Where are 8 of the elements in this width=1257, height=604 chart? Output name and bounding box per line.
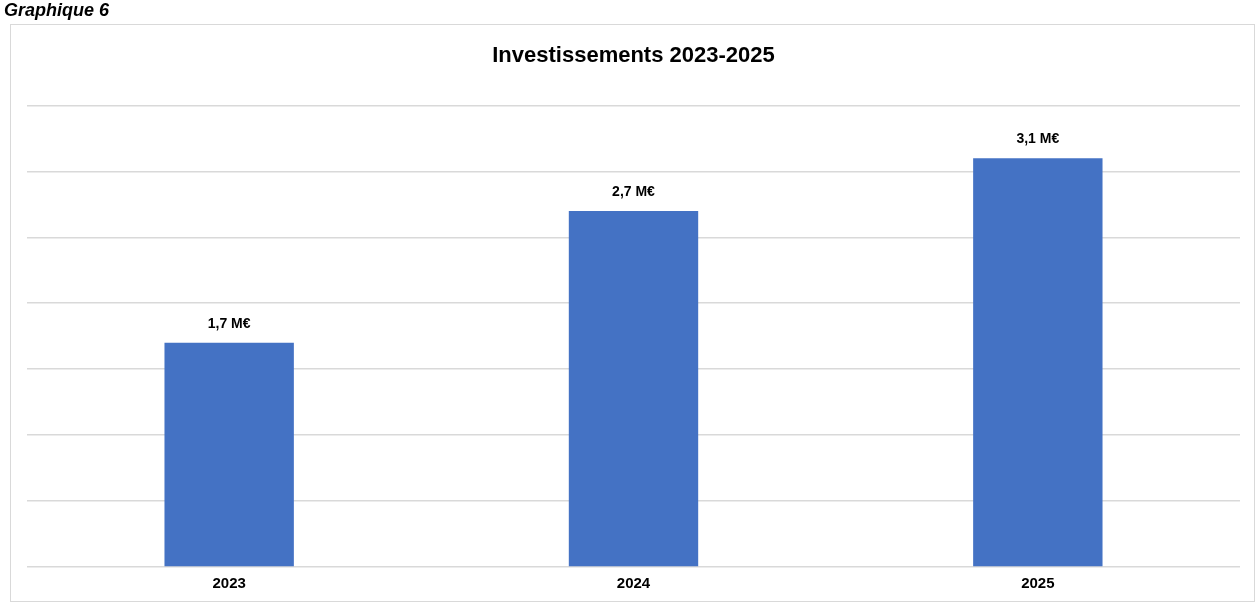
x-tick-label: 2023	[212, 574, 246, 592]
chart-title: Investissements 2023-2025	[492, 42, 775, 68]
text: Graphique 6	[4, 0, 110, 21]
x-tick-label: 2024	[616, 574, 651, 592]
data-label: 2,7 M€	[612, 182, 656, 199]
data-label: 1,7 M€	[207, 314, 251, 331]
x-tick-label: 2025	[1021, 574, 1055, 592]
data-label: 3,1 M€	[1016, 130, 1060, 147]
